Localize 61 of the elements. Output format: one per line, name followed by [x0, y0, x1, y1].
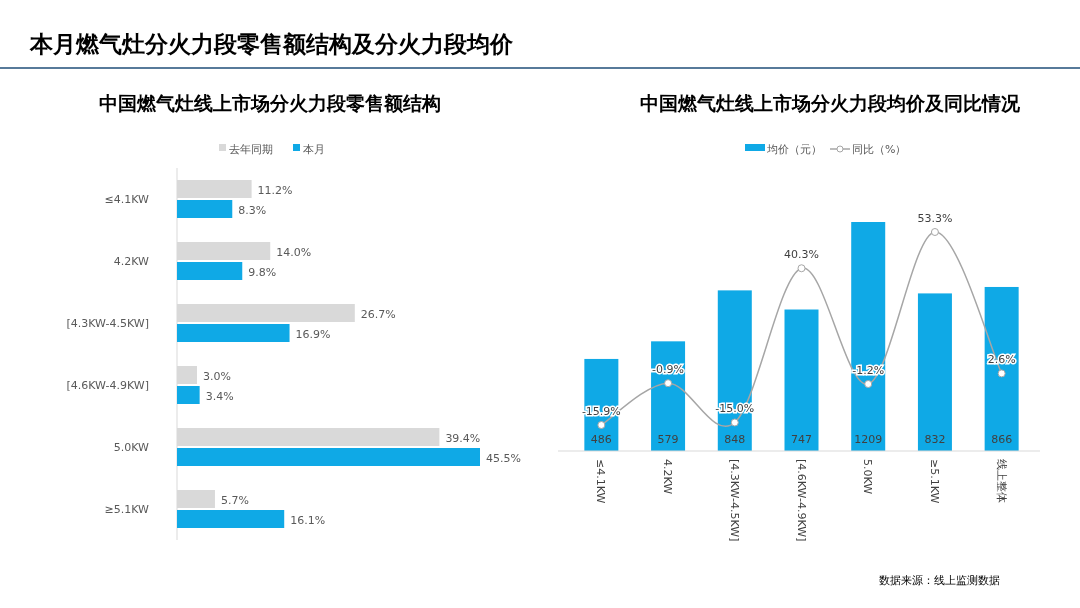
source-note: 数据来源：线上监测数据: [879, 574, 1000, 587]
point: [730, 418, 739, 427]
data-label: 26.7%: [360, 308, 396, 321]
x-tick-label: 线上整体: [994, 459, 1008, 503]
data-label: 3.0%: [202, 370, 231, 383]
y-tick-label: [4.3KW-4.5KW]: [66, 317, 149, 330]
data-label: 1209: [854, 433, 883, 446]
y-tick-label: ≤4.1KW: [104, 193, 150, 206]
data-label: 486: [590, 433, 612, 446]
data-label: 16.1%: [290, 514, 326, 527]
chart-title: 中国燃气灶线上市场分火力段均价及同比情况: [640, 92, 1021, 114]
data-label: 747: [791, 433, 812, 446]
x-tick-label: ≤4.1KW: [594, 459, 608, 504]
point: [864, 380, 873, 388]
y-tick-label: 4.2KW: [113, 255, 150, 268]
data-label: 9.8%: [248, 266, 277, 279]
point: [597, 421, 606, 429]
bar: [784, 309, 819, 451]
x-tick-label: [4.6KW-4.9KW]: [794, 459, 808, 542]
bar: [984, 286, 1019, 451]
data-label: 14.0%: [276, 246, 312, 259]
data-label: 53.3%: [917, 212, 953, 225]
y-tick-label: 5.0KW: [113, 441, 150, 454]
bar: [717, 290, 752, 451]
data-label: 8.3%: [238, 204, 267, 217]
y-tick-label: [4.6KW-4.9KW]: [66, 379, 149, 392]
data-label: 832: [924, 433, 946, 446]
bar: [177, 448, 480, 466]
point: [997, 369, 1006, 378]
x-tick-label: [4.3KW-4.5KW]: [727, 459, 741, 542]
data-label: 579: [657, 433, 679, 446]
data-label: 5.7%: [220, 494, 249, 507]
bar: [177, 200, 233, 218]
bar: [177, 324, 290, 342]
x-tick-label: ≥5.1KW: [927, 459, 941, 504]
point: [797, 264, 806, 273]
data-label: 848: [724, 433, 746, 446]
x-tick-label: 4.2KW: [661, 459, 675, 495]
data-label: 40.3%: [784, 248, 819, 262]
bar: [177, 386, 200, 404]
text: 本月燃气灶分火力段零售额结构及分火力段均价: [29, 31, 514, 57]
data-label: 45.5%: [486, 452, 521, 465]
legend-label: 去年同期: [229, 143, 273, 156]
data-label: 16.9%: [295, 328, 331, 341]
legend-label: 均价（元）: [766, 143, 822, 156]
x-tick-label: 5.0KW: [861, 459, 875, 495]
data-label: -0.9%: [652, 363, 685, 377]
bar: [917, 293, 952, 451]
data-label: 3.4%: [205, 390, 234, 403]
data-label: 39.4%: [445, 432, 481, 445]
legend-label: 本月: [303, 143, 325, 156]
data-label: 866: [991, 433, 1013, 446]
bar: [177, 510, 285, 528]
y-tick-label: ≥5.1KW: [104, 503, 150, 516]
data-label: 11.2%: [257, 184, 293, 197]
point: [664, 379, 673, 388]
bar: [177, 262, 243, 280]
chart-title: 中国燃气灶线上市场分火力段零售额结构: [99, 92, 441, 114]
point: [930, 228, 939, 236]
legend-label: 同比（%）: [852, 143, 907, 156]
bar: [851, 222, 886, 451]
